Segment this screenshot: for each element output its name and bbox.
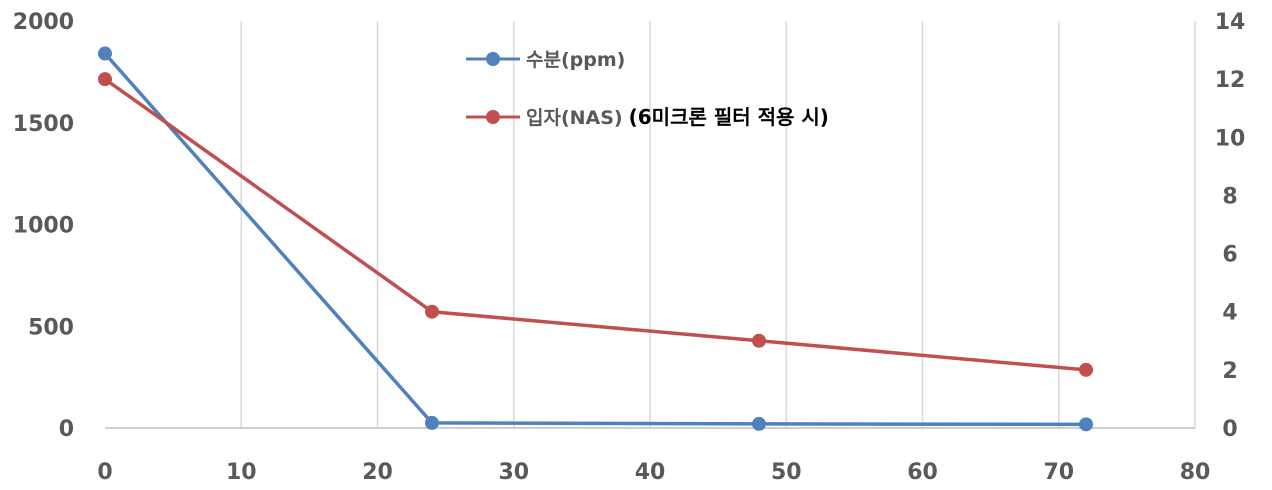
x-tick-label: 30: [498, 460, 529, 485]
y-right-tick-label: 6: [1222, 243, 1237, 268]
x-tick-label: 40: [635, 460, 666, 485]
legend: 수분(ppm) 입자(NAS) (6미크론 필터 적용 시): [466, 49, 829, 129]
y-right-tick-label: 14: [1215, 10, 1246, 35]
x-tick-label: 10: [226, 460, 257, 485]
y-right-tick-label: 8: [1222, 184, 1237, 209]
series-1-point-3: [1079, 362, 1093, 377]
x-tick-label: 60: [907, 460, 938, 485]
y-left-tick-label: 1000: [13, 214, 74, 239]
y-right-tick-label: 12: [1215, 68, 1246, 93]
series-line-1: [103, 77, 1087, 372]
y-right-tick-label: 0: [1222, 417, 1237, 442]
grid-lines: [240, 21, 1196, 428]
legend-label-moisture: 수분(ppm): [526, 49, 625, 71]
legend-entry-particle: 입자(NAS) (6미크론 필터 적용 시): [526, 105, 829, 129]
series-0-point-1: [425, 415, 439, 430]
legend-marker-dot-moisture: [486, 52, 500, 66]
x-tick-label: 20: [362, 460, 393, 485]
series-1-point-1: [425, 304, 439, 319]
axes: 0 10 20 30 40 50 60 70 80 0 500 1000 1500 2000 0 2 4 6 8 10…: [13, 10, 1246, 485]
y-left-tick-label: 2000: [13, 10, 74, 35]
y-right-tick-label: 4: [1222, 301, 1237, 326]
y-left-tick-label: 500: [28, 315, 74, 340]
legend-annotation-filter: (6미크론 필터 적용 시): [629, 105, 829, 129]
series-1-point-0: [98, 72, 112, 87]
x-tick-label: 70: [1043, 460, 1074, 485]
y-right-tick-label: 10: [1215, 126, 1246, 151]
legend-marker-dot-particle: [486, 110, 500, 124]
series-0-point-3: [1079, 417, 1093, 432]
x-tick-label: 0: [97, 460, 112, 485]
legend-label-particle: 입자(NAS): [526, 107, 623, 129]
y-right-tick-label: 2: [1222, 359, 1237, 384]
y-left-tick-label: 0: [59, 417, 74, 442]
series-line-0: [103, 52, 1087, 427]
series-0-point-2: [752, 416, 766, 431]
series-layer: [98, 46, 1093, 432]
y-left-tick-label: 1500: [13, 112, 74, 137]
x-tick-label: 50: [771, 460, 802, 485]
x-tick-label: 80: [1180, 460, 1211, 485]
series-1-point-2: [752, 333, 766, 348]
series-0-point-0: [98, 46, 112, 61]
